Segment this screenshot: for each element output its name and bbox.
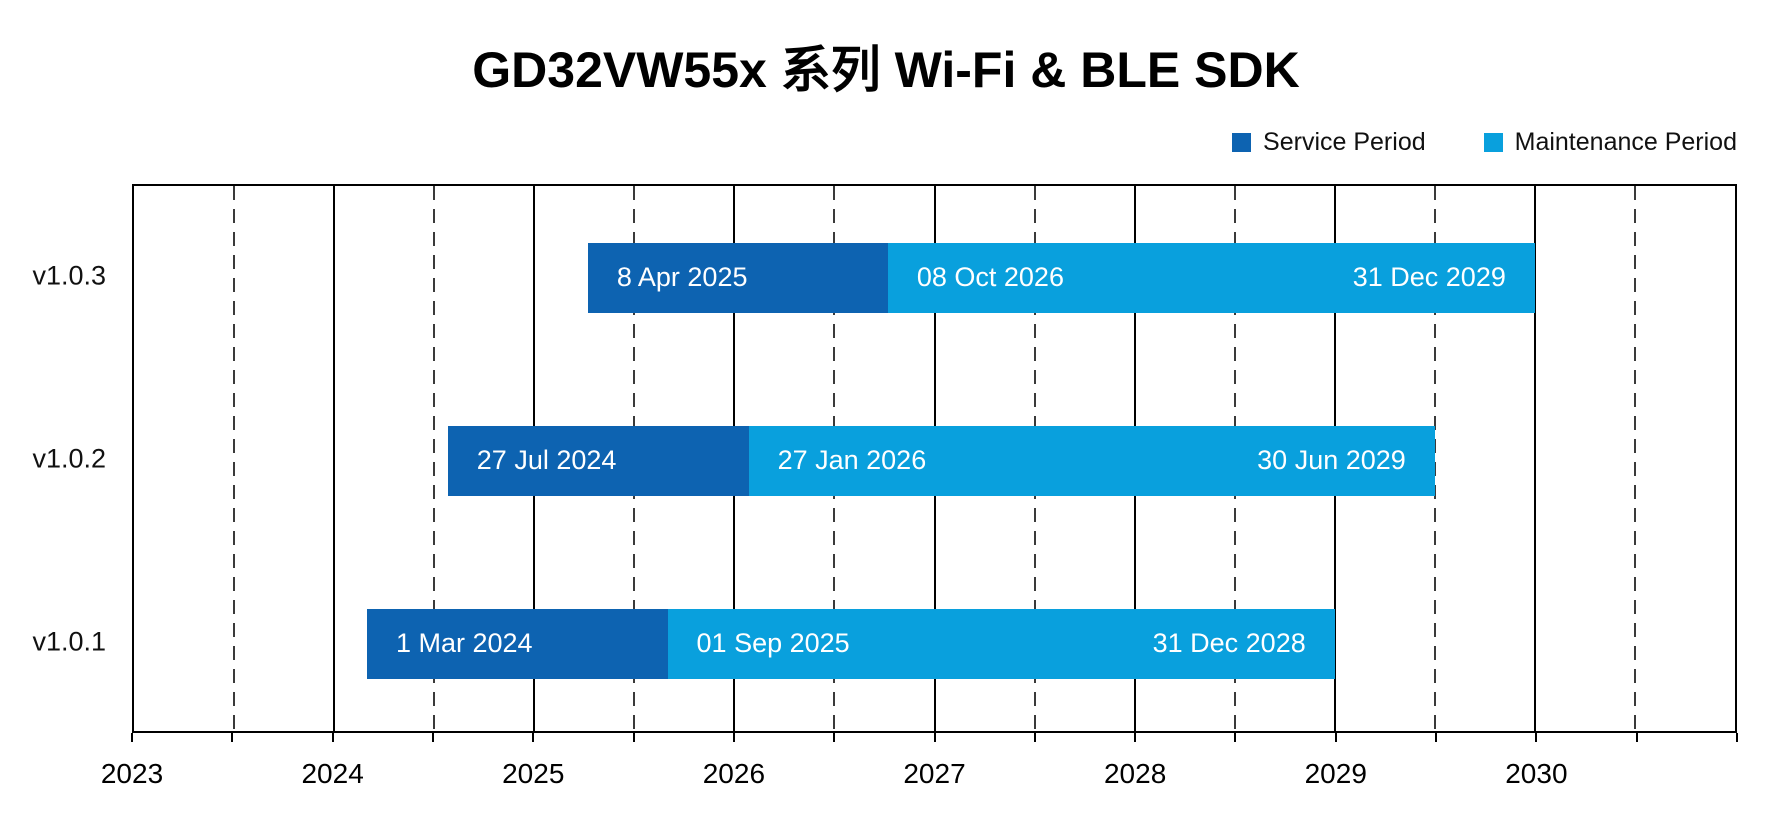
service-bar-segment: 27 Jul 2024 [447,425,749,496]
axis-tick [331,733,334,742]
x-axis-label: 2025 [502,758,565,789]
axis-tick [1435,733,1438,742]
axis-tick [833,733,836,742]
axis-tick [632,733,635,742]
x-axis-label: 2030 [1505,758,1568,789]
x-axis-ticks [131,733,1738,742]
axis-tick [532,733,535,742]
row-label-v1-0-2: v1.0.2 [32,443,106,474]
year-gridline [1533,186,1536,731]
end-date-label: 30 Jun 2029 [1257,445,1406,475]
axis-tick [1334,733,1337,742]
maintenance-start-date-label: 08 Oct 2026 [916,262,1064,292]
maintenance-bar-segment: 08 Oct 2026 31 Dec 2029 [887,242,1535,313]
axis-tick [231,733,234,742]
service-bar-segment: 8 Apr 2025 [587,242,888,313]
legend-item-service: Service Period [1232,128,1426,157]
chart-title: GD32VW55x 系列 Wi-Fi & BLE SDK [472,42,1300,98]
maintenance-period-swatch-icon [1483,132,1503,152]
legend-label-maintenance: Maintenance Period [1514,127,1737,156]
legend: Service Period Maintenance Period [1232,126,1737,158]
service-start-date-label: 27 Jul 2024 [476,445,617,475]
x-axis-label: 2023 [100,758,164,789]
end-date-label: 31 Dec 2028 [1152,628,1306,658]
axis-tick [1635,733,1638,742]
service-bar-segment: 1 Mar 2024 [366,608,668,679]
service-start-date-label: 1 Mar 2024 [395,628,533,658]
axis-tick [1134,733,1137,742]
maintenance-start-date-label: 27 Jan 2026 [777,445,927,475]
axis-tick [1234,733,1237,742]
axis-tick [1736,733,1738,742]
axis-tick [431,733,434,742]
axis-tick [732,733,735,742]
legend-label-service: Service Period [1263,127,1426,156]
end-date-label: 31 Dec 2029 [1352,262,1506,292]
x-axis-label: 2029 [1304,758,1367,789]
service-start-date-label: 8 Apr 2025 [616,262,748,292]
axis-tick [1535,733,1538,742]
legend-item-maintenance: Maintenance Period [1483,127,1737,157]
x-axis-label: 2026 [702,758,766,789]
half-year-gridline [433,186,436,731]
x-axis-labels: 2023 2024 2025 2026 2027 2028 2029 2030 [101,758,1737,794]
half-year-gridline [1433,186,1436,731]
x-axis-label: 2024 [301,758,364,789]
row-label-v1-0-1: v1.0.1 [32,626,106,657]
axis-tick [933,733,936,742]
half-year-gridline [1633,186,1636,731]
half-year-gridline [233,186,236,731]
row-label-v1-0-3: v1.0.3 [32,260,106,291]
service-period-swatch-icon [1232,132,1252,152]
maintenance-bar-segment: 01 Sep 2025 31 Dec 2028 [667,608,1335,679]
x-axis-label: 2027 [903,758,966,789]
maintenance-bar-segment: 27 Jan 2026 30 Jun 2029 [748,425,1435,496]
year-gridline [333,186,336,731]
plot-area: 8 Apr 2025 08 Oct 2026 31 Dec 2029 27 Jul 2… [132,184,1737,733]
axis-tick [131,733,133,742]
maintenance-start-date-label: 01 Sep 2025 [696,628,850,658]
axis-tick [1033,733,1036,742]
x-axis-label: 2028 [1103,758,1167,789]
